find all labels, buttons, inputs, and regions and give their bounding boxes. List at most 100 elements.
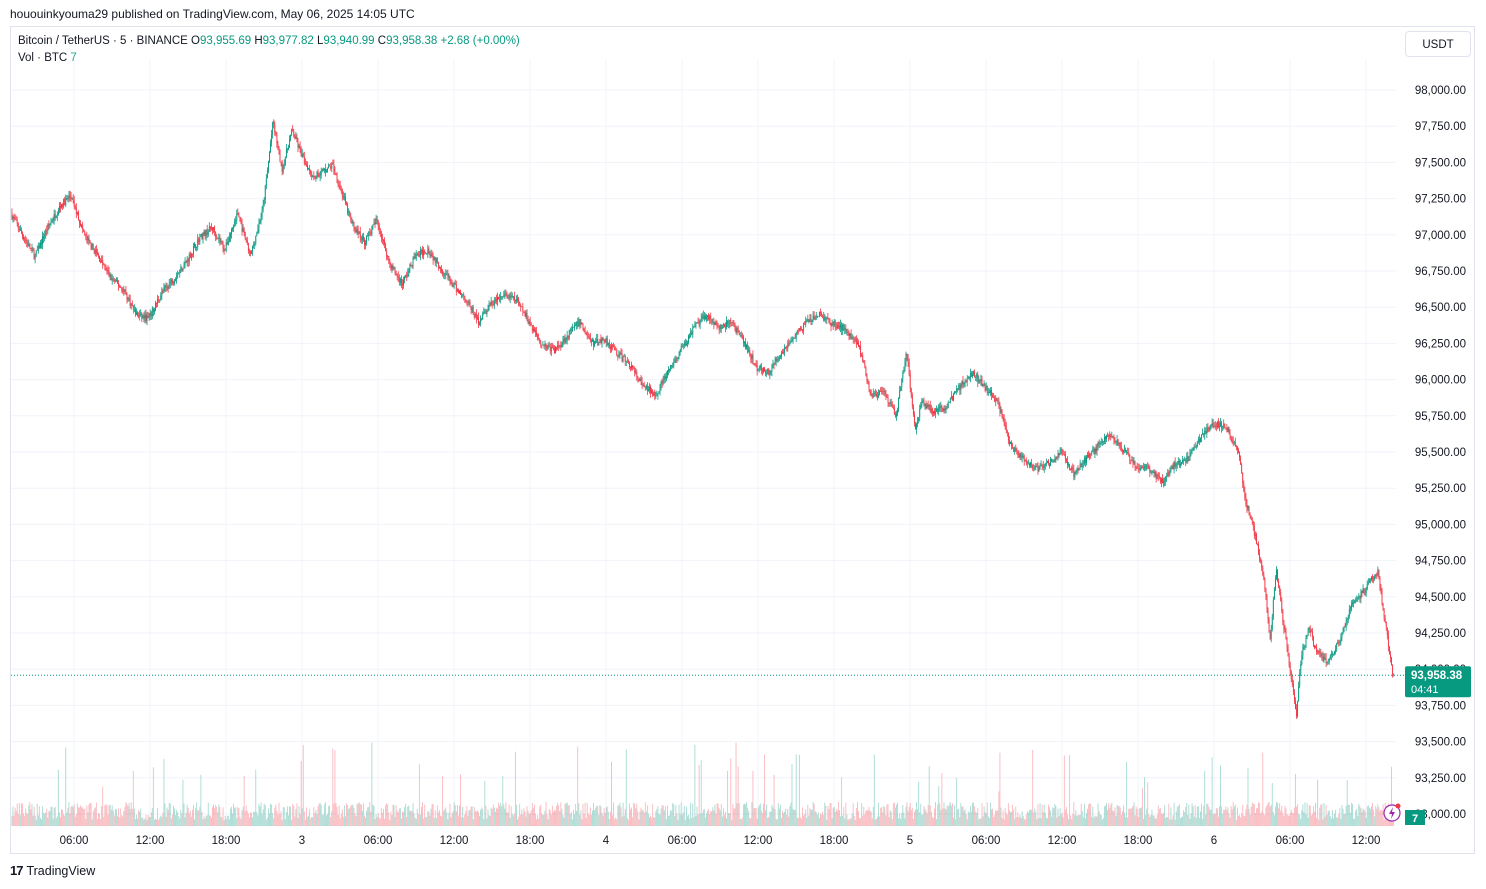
candle-body [881,391,883,392]
volume-bar [949,802,951,826]
volume-bar [680,802,682,826]
volume-bar [1105,805,1106,826]
volume-bar [702,809,704,826]
volume-bar [1379,810,1381,826]
candle-body [1323,657,1325,661]
volume-bar [340,813,342,826]
candle-body [730,320,732,323]
volume-bar [289,806,290,826]
volume-bar [263,803,265,826]
volume-bar [96,818,98,826]
candle-body [1375,574,1377,577]
candle-body [1097,442,1099,447]
candle-body [361,236,363,241]
volume-bar [1352,804,1353,826]
volume-bar [213,804,214,826]
volume-bar [398,808,400,826]
volume-bar [818,818,820,826]
volume-bar [69,813,71,826]
candle-body [1176,463,1178,464]
candle-body [164,285,166,288]
candle-body [443,273,445,276]
candle-body [974,372,976,377]
candle-body [764,368,765,372]
candle-body [688,335,689,343]
candle-body [1178,461,1180,466]
volume-bar [148,817,150,826]
candle-body [1232,440,1234,443]
candle-body [1156,474,1158,479]
volume-bar [1172,815,1174,826]
candle-body [1317,650,1319,652]
volume-bar [552,812,554,826]
price-axis: 98,000.0097,750.0097,500.0097,250.0097,0… [1415,85,1466,821]
candle-body [1121,449,1123,453]
volume-bar [1382,804,1384,826]
candle-body [129,298,131,306]
volume-bar [635,808,637,826]
volume-bar [1208,806,1210,826]
volume-bar [1041,804,1043,826]
candle-body [427,248,429,254]
volume-bar [641,809,643,826]
candle-body [241,223,243,232]
volume-bar [1128,808,1130,826]
candle-body [222,242,224,249]
volume-bar [44,813,46,826]
volume-bar [35,819,37,826]
volume-bar [15,810,17,826]
volume-bar [606,806,608,826]
candle-body [692,327,694,335]
candle-body [1259,553,1261,560]
candle-body [759,365,761,368]
tradingview-footer[interactable]: 17 TradingView [10,863,95,878]
volume-bar [91,819,93,826]
volume-bar [1377,804,1379,826]
candle-body [336,174,338,182]
candle-body [456,289,458,292]
volume-bar [614,818,616,826]
currency-button[interactable]: USDT [1405,31,1471,57]
candle-body [1144,467,1145,469]
candle-body [1119,442,1121,447]
candle-body [369,231,371,233]
volume-bar [1340,818,1342,826]
volume-bar [422,802,423,826]
volume-bar [1183,810,1185,826]
volume-bar [61,809,62,826]
volume-bar [929,805,931,826]
volume-bar [643,812,645,826]
volume-bar [1158,808,1160,826]
volume-label[interactable]: Vol · BTC [18,52,68,64]
volume-bar [856,802,858,826]
candle-body [1336,643,1338,650]
symbol-label[interactable]: Bitcoin / TetherUS · 5 · BINANCE [18,35,188,47]
volume-bar [523,808,525,826]
candle-body [949,398,951,403]
candle-body [889,402,891,404]
volume-bar [53,807,55,826]
candle-body [428,248,430,255]
price-tick-label: 96,750.00 [1415,266,1466,278]
volume-bar [575,803,577,826]
candle-body [127,298,129,300]
candle-body [848,332,850,336]
volume-bar [1127,817,1129,826]
volume-bar [20,803,22,826]
volume-bar [1274,806,1276,826]
candle-body [131,303,133,306]
candle-body [292,129,294,132]
volume-bar [277,814,279,826]
volume-bar [419,814,421,826]
volume-bar [94,807,96,826]
volume-bar [1301,810,1303,826]
volume-bar [70,806,72,826]
time-tick-label: 3 [299,835,305,847]
candle-body [124,289,126,291]
candle-body [954,391,955,395]
volume-bar [1069,755,1071,826]
volume-bar [713,810,715,826]
candle-body [999,405,1001,413]
candle-body [1173,461,1175,470]
